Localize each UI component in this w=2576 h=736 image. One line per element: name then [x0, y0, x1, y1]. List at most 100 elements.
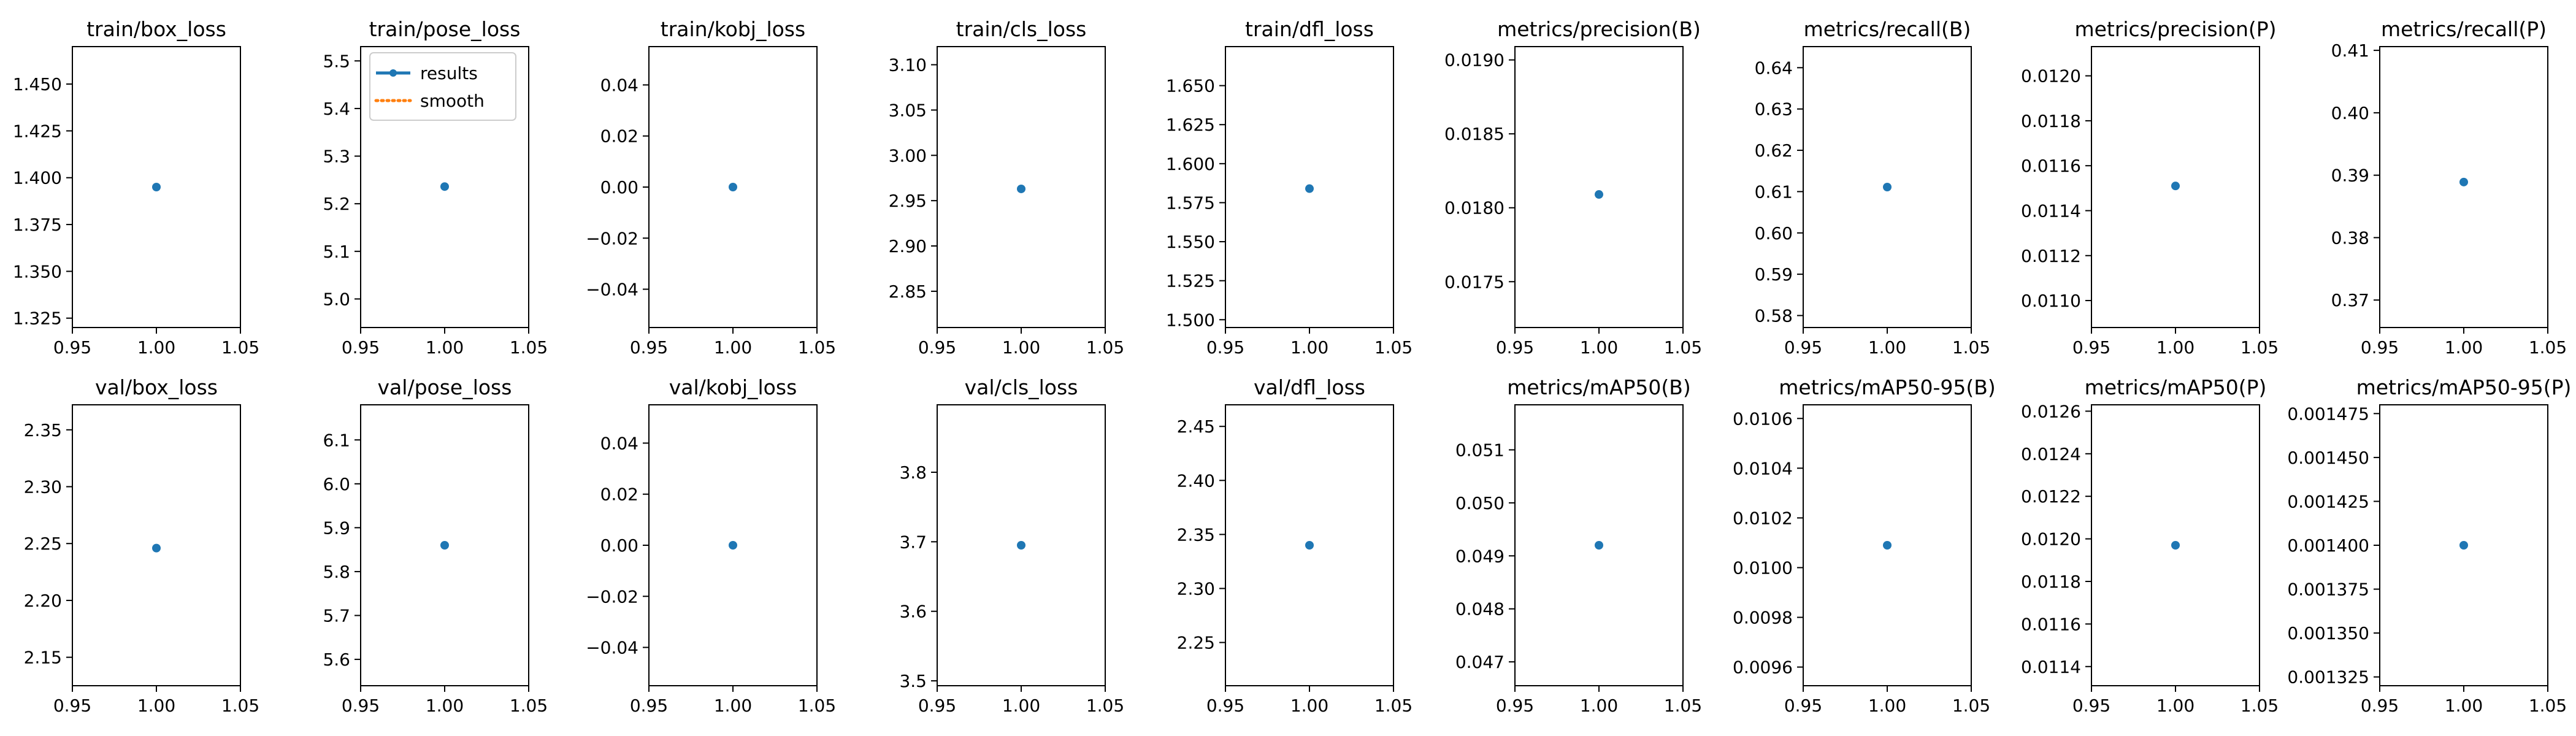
results-point	[1883, 183, 1892, 191]
y-tick-label: 2.30	[1177, 578, 1215, 599]
x-tick-label: 0.95	[1206, 337, 1244, 358]
results-point	[1883, 541, 1892, 550]
subplot-title: metrics/recall(P)	[2381, 17, 2547, 41]
y-tick-label: 0.001425	[2287, 491, 2369, 512]
x-tick-label: 1.00	[426, 337, 464, 358]
y-tick-label: 2.95	[889, 191, 927, 211]
x-tick-label: 1.00	[2156, 696, 2195, 716]
y-tick-label: 5.1	[323, 242, 350, 262]
y-tick-label: −0.02	[586, 586, 638, 607]
x-tick-label: 1.05	[1086, 696, 1124, 716]
subplot-7: metrics/recall(B) 0.95 1.00 1.05 0.58 0.59 0.6…	[1755, 17, 1991, 358]
subplot-5: train/dfl_loss 0.95 1.00 1.05 1.500 1.525 1.55…	[1166, 17, 1413, 358]
y-tick-label: 0.58	[1755, 305, 1793, 326]
x-tick-label: 1.00	[2445, 337, 2483, 358]
subplot-title: val/kobj_loss	[669, 375, 797, 399]
x-tick-label: 0.95	[918, 696, 956, 716]
y-tick-label: 0.0098	[1733, 608, 1793, 628]
y-tick-label: 0.04	[600, 75, 638, 95]
x-tick-label: 1.00	[2156, 337, 2195, 358]
y-tick-label: 0.0120	[2021, 66, 2081, 86]
y-tick-label: 2.15	[24, 648, 62, 668]
results-point	[1595, 190, 1603, 199]
subplot-title: train/kobj_loss	[661, 17, 805, 41]
x-tick-label: 1.05	[510, 696, 548, 716]
subplot-17: metrics/mAP50(P) 0.95 1.00 1.05 0.0114 0.0116…	[2021, 375, 2279, 716]
subplot-title: val/pose_loss	[378, 375, 512, 399]
subplot-8: metrics/precision(P) 0.95 1.00 1.05 0.0110 0.…	[2021, 17, 2279, 358]
y-tick-label: 3.00	[889, 145, 927, 166]
x-tick-label: 1.05	[1086, 337, 1124, 358]
y-tick-label: 0.0118	[2021, 572, 2081, 592]
subplot-3: train/kobj_loss 0.95 1.00 1.05 −0.04 −0.02 0.0…	[586, 17, 836, 358]
subplot-10: val/box_loss 0.95 1.00 1.05 2.15 2.20 2.25 2.30…	[24, 375, 260, 716]
y-tick-label: 0.0114	[2021, 201, 2081, 221]
x-tick-label: 0.95	[1784, 696, 1822, 716]
x-tick-label: 1.00	[1868, 337, 1906, 358]
y-tick-label: 0.0175	[1444, 272, 1505, 292]
y-tick-label: 0.0122	[2021, 486, 2081, 507]
y-tick-label: 0.0114	[2021, 657, 2081, 677]
x-tick-label: 1.00	[1002, 696, 1040, 716]
y-tick-label: 5.6	[323, 650, 350, 670]
y-tick-label: 1.375	[13, 215, 62, 235]
x-tick-label: 1.05	[221, 696, 259, 716]
y-tick-label: 3.6	[899, 602, 927, 622]
x-tick-label: 1.05	[798, 337, 836, 358]
y-tick-label: 5.4	[323, 99, 350, 119]
results-point	[2171, 182, 2180, 191]
subplot-title: metrics/mAP50-95(B)	[1779, 375, 1995, 399]
x-tick-label: 1.05	[1952, 696, 1990, 716]
y-tick-label: 0.0104	[1733, 458, 1793, 478]
y-tick-label: 2.90	[889, 236, 927, 256]
y-tick-label: 0.40	[2331, 103, 2369, 123]
subplot-title: metrics/mAP50(P)	[2085, 375, 2267, 399]
y-tick-label: 0.0102	[1733, 508, 1793, 528]
x-tick-label: 0.95	[2072, 696, 2110, 716]
x-tick-label: 1.00	[137, 696, 175, 716]
x-tick-label: 1.00	[1580, 337, 1618, 358]
y-tick-label: 3.7	[899, 532, 927, 552]
y-tick-label: 2.45	[1177, 416, 1215, 437]
y-tick-label: 1.325	[13, 309, 62, 329]
subplot-title: metrics/recall(B)	[1804, 17, 1971, 41]
y-tick-label: 2.30	[24, 477, 62, 497]
subplot-2: train/pose_loss 0.95 1.00 1.05 5.0 5.1 5.2 5.3 5…	[323, 17, 548, 358]
y-tick-label: 5.3	[323, 147, 350, 167]
y-tick-label: 0.04	[600, 433, 638, 453]
y-tick-label: 1.525	[1166, 271, 1215, 291]
y-tick-label: 5.2	[323, 194, 350, 214]
subplot-title: train/cls_loss	[956, 17, 1087, 41]
y-tick-label: 1.625	[1166, 115, 1215, 135]
y-tick-label: 1.450	[13, 74, 62, 94]
y-tick-label: 2.25	[1177, 633, 1215, 653]
x-tick-label: 1.05	[2241, 337, 2279, 358]
legend-box	[369, 52, 516, 121]
x-tick-label: 1.00	[714, 337, 752, 358]
x-tick-label: 0.95	[1496, 337, 1534, 358]
x-tick-label: 0.95	[918, 337, 956, 358]
x-tick-label: 0.95	[342, 337, 380, 358]
y-tick-label: 1.425	[13, 121, 62, 141]
y-tick-label: 0.0110	[2021, 291, 2081, 311]
results-point	[1017, 184, 1025, 193]
y-tick-label: 0.0100	[1733, 558, 1793, 578]
results-point	[729, 183, 737, 191]
y-tick-label: 0.001325	[2287, 667, 2369, 688]
y-tick-label: −0.04	[586, 280, 638, 300]
x-tick-label: 1.05	[1374, 696, 1413, 716]
subplot-13: val/cls_loss 0.95 1.00 1.05 3.5 3.6 3.7 3.8	[899, 375, 1124, 716]
subplot-15: metrics/mAP50(B) 0.95 1.00 1.05 0.047 0.048 0.…	[1455, 375, 1702, 716]
x-tick-label: 1.05	[2529, 337, 2567, 358]
subplot-title: metrics/mAP50(B)	[1507, 375, 1691, 399]
subplot-12: val/kobj_loss 0.95 1.00 1.05 −0.04 −0.02 0.00 0…	[586, 375, 836, 716]
x-tick-label: 0.95	[2361, 337, 2399, 358]
subplot-title: train/dfl_loss	[1245, 17, 1374, 41]
results-point	[1305, 541, 1314, 550]
y-tick-label: 0.051	[1455, 440, 1505, 460]
subplot-title: metrics/mAP50-95(P)	[2356, 375, 2572, 399]
x-tick-label: 1.00	[1868, 696, 1906, 716]
y-tick-label: 5.7	[323, 606, 350, 626]
subplot-14: val/dfl_loss 0.95 1.00 1.05 2.25 2.30 2.35 2.40…	[1177, 375, 1413, 716]
x-tick-label: 0.95	[53, 337, 91, 358]
